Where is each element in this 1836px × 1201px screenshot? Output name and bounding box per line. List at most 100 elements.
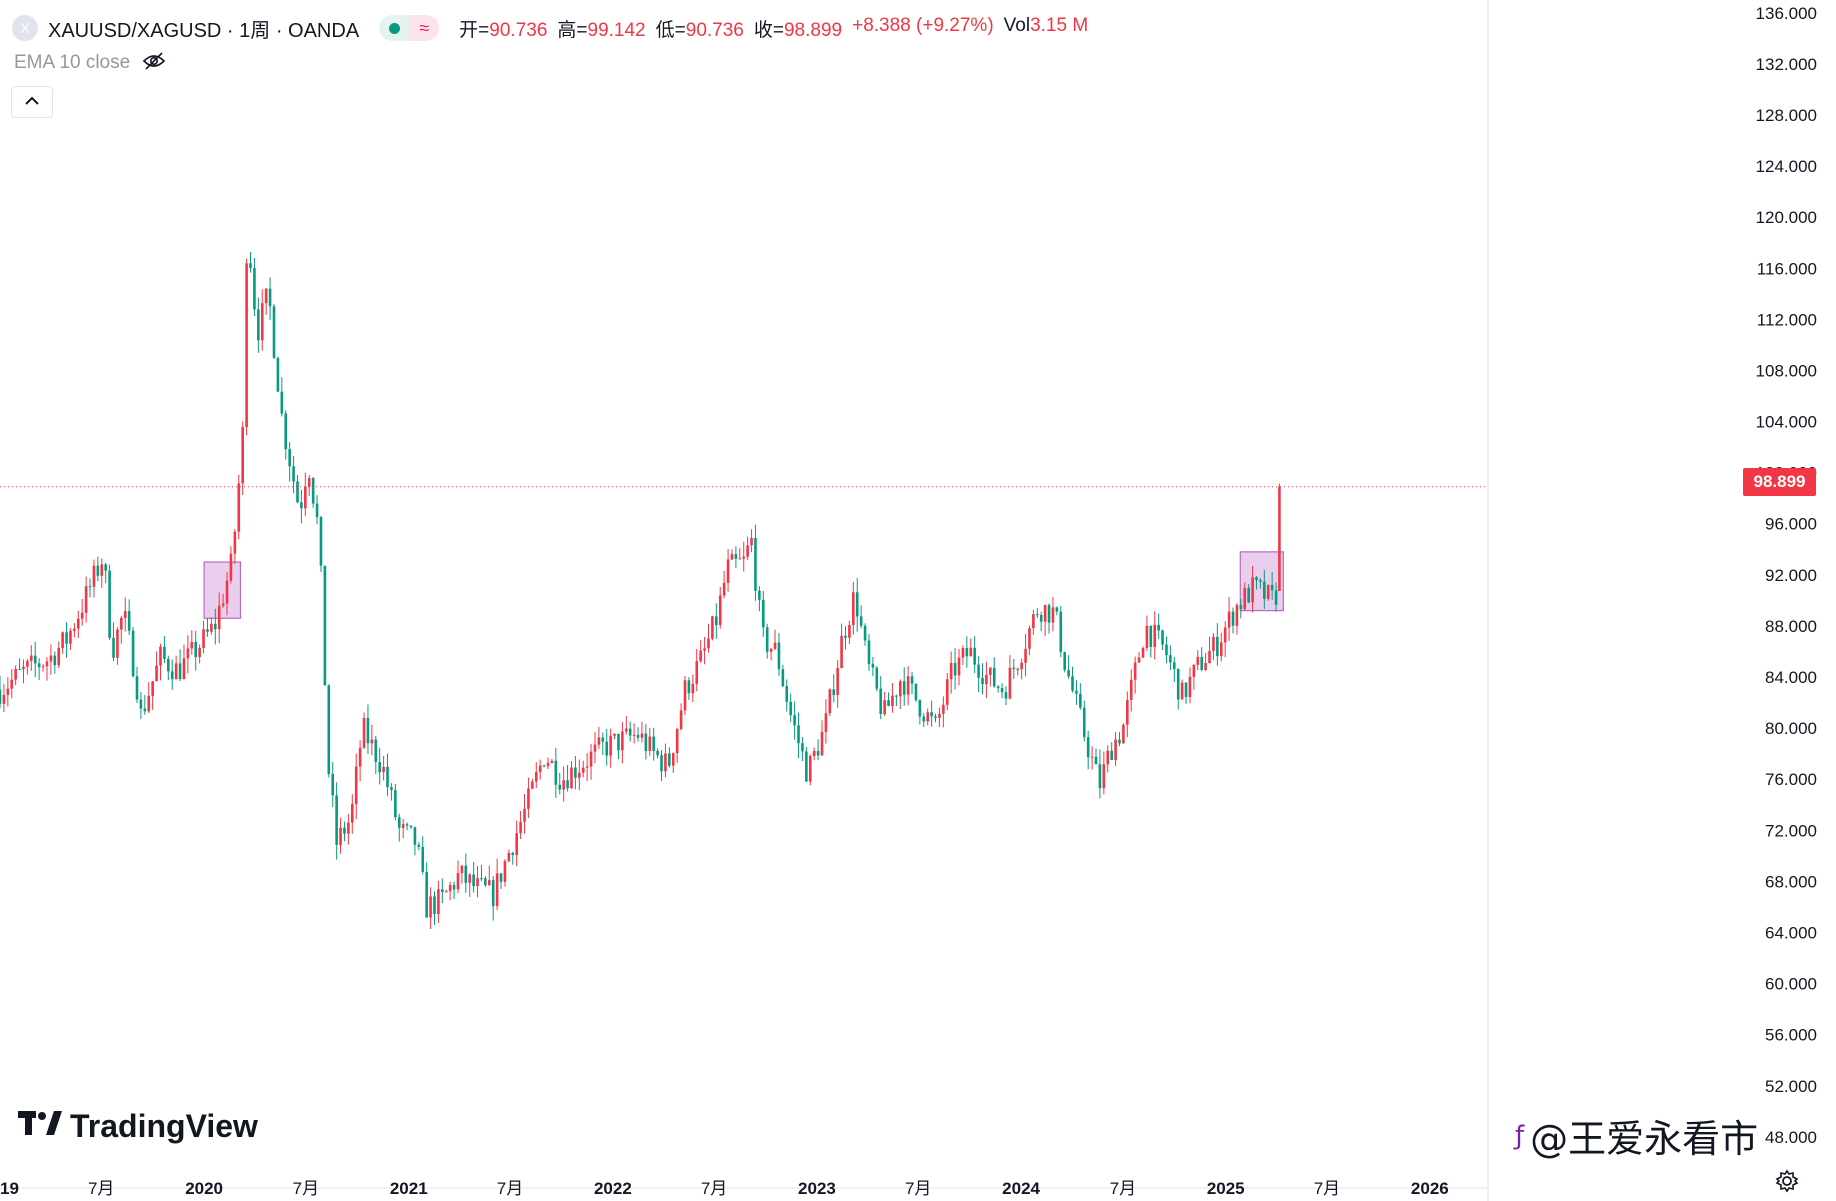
y-tick-label: 80.000 — [1765, 719, 1817, 738]
candle-body — [456, 873, 460, 890]
candle-body — [123, 611, 127, 618]
candle-body — [585, 766, 589, 768]
candle-body — [1219, 642, 1223, 657]
candle-body — [425, 871, 428, 918]
candle-body — [601, 737, 605, 742]
candle-body — [163, 646, 166, 659]
y-tick-label: 96.000 — [1765, 515, 1817, 534]
x-tick-label: 7月 — [293, 1179, 319, 1198]
market-status[interactable]: ≈ — [379, 15, 440, 41]
candle-body — [859, 616, 863, 626]
candle-body — [515, 833, 518, 856]
candle-body — [96, 565, 100, 576]
x-tick-label: 7月 — [905, 1179, 931, 1198]
x-tick-label: 7月 — [88, 1179, 114, 1198]
candle-body — [1165, 644, 1168, 656]
candle-body — [370, 739, 374, 744]
candle-body — [852, 592, 855, 626]
x-tick-label: 2023 — [798, 1179, 836, 1198]
candle-body — [1204, 663, 1207, 670]
candle-body — [832, 689, 836, 695]
settings-gear-icon[interactable] — [1772, 1166, 1802, 1196]
candle-body — [499, 873, 503, 882]
candle-body — [1012, 667, 1016, 670]
candle-body — [781, 669, 785, 687]
candle-body — [65, 632, 68, 644]
candle-body — [14, 668, 17, 680]
candle-body — [609, 735, 612, 756]
y-tick-label: 116.000 — [1757, 259, 1817, 278]
highlight-box — [203, 561, 242, 619]
x-tick-label: 2022 — [594, 1179, 632, 1198]
symbol-logo-icon[interactable]: X — [12, 15, 38, 41]
high-value: 99.142 — [587, 19, 646, 41]
candle-body — [151, 681, 154, 696]
candle-body — [1071, 676, 1074, 691]
wave-icon: ≈ — [409, 15, 440, 41]
change-value: +8.388 (+9.27%) — [852, 14, 994, 36]
symbol-title[interactable]: XAUUSD/XAGUSD · 1周 · OANDA — [48, 19, 360, 42]
y-tick-label: 60.000 — [1765, 975, 1817, 994]
candle-body — [429, 896, 432, 918]
candle-body — [566, 780, 569, 789]
candle-body — [664, 753, 667, 772]
y-tick-label: 76.000 — [1765, 770, 1817, 789]
candle-body — [127, 611, 131, 631]
candle-body — [656, 750, 659, 756]
candle-body — [480, 878, 483, 880]
x-tick-label: 7月 — [1110, 1179, 1136, 1198]
candle-body — [441, 889, 444, 892]
candle-body — [1145, 625, 1149, 648]
candle-body — [354, 766, 358, 804]
candle-body — [1157, 624, 1160, 631]
candle-body — [1028, 628, 1031, 649]
candle-body — [182, 658, 186, 680]
candle-body — [879, 688, 883, 715]
candle-body — [816, 750, 820, 756]
candle-body — [49, 655, 53, 662]
candle-body — [147, 695, 151, 712]
candle-body — [104, 564, 107, 571]
candle-body — [742, 556, 746, 559]
candle-body — [581, 767, 585, 773]
candle-body — [1149, 625, 1153, 647]
candle-body — [331, 773, 335, 796]
candle-body — [245, 263, 248, 428]
eye-hidden-icon[interactable] — [142, 51, 166, 76]
tradingview-logo[interactable]: TradingView — [18, 1107, 258, 1145]
candle-body — [605, 741, 609, 756]
y-tick-label: 136.000 — [1756, 4, 1817, 23]
candle-body — [444, 891, 448, 893]
candle-body — [761, 599, 765, 628]
candle-body — [895, 695, 898, 697]
candle-body — [80, 612, 84, 619]
open-label: 开= — [459, 19, 490, 41]
candle-body — [542, 765, 546, 767]
vol-label: Vol — [1003, 14, 1031, 36]
candle-body — [973, 647, 976, 665]
candle-body — [237, 483, 241, 532]
candle-body — [507, 853, 511, 862]
candle-body — [534, 772, 538, 782]
candle-body — [523, 808, 526, 822]
candle-body — [938, 713, 941, 718]
candle-body — [335, 795, 338, 845]
candle-body — [887, 700, 890, 707]
candle-body — [758, 590, 761, 600]
y-tick-label: 48.000 — [1765, 1128, 1817, 1147]
candle-body — [1184, 682, 1188, 697]
candle-body — [652, 736, 655, 751]
candle-body — [233, 531, 237, 554]
candle-body — [460, 865, 464, 874]
candle-body — [386, 766, 389, 788]
indicator-legend[interactable]: EMA 10 close — [14, 50, 166, 76]
candle-body — [711, 616, 714, 639]
candle-body — [668, 753, 671, 766]
y-tick-label: 84.000 — [1765, 668, 1817, 687]
collapse-legend-button[interactable] — [11, 86, 53, 118]
y-tick-label: 120.000 — [1756, 208, 1817, 227]
candle-body — [574, 767, 577, 778]
x-tick-label: 2020 — [185, 1179, 223, 1198]
